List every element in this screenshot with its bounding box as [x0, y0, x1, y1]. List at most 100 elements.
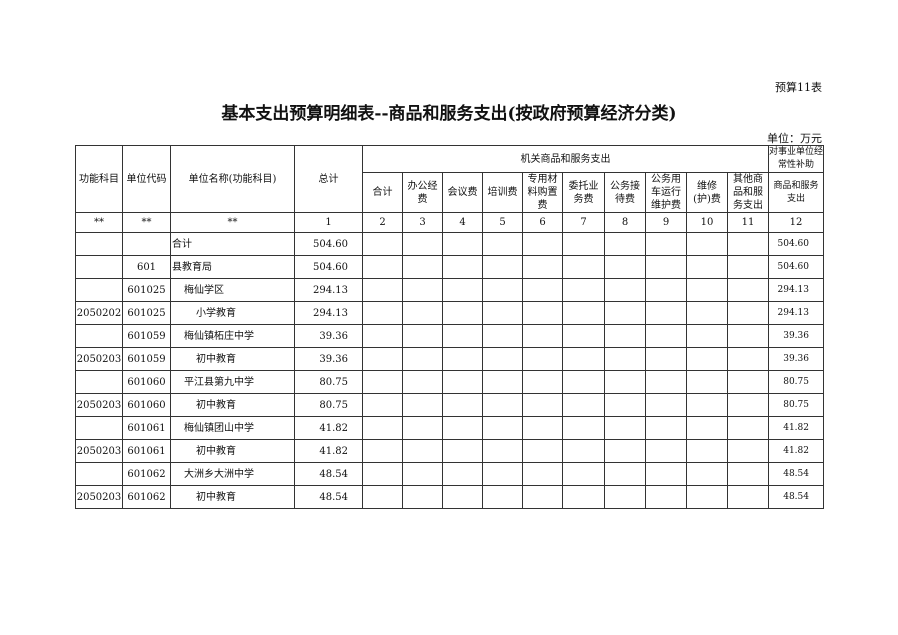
unit-name-cell: 梅仙学区	[170, 278, 295, 302]
empty-cell	[562, 278, 605, 302]
subsidy-cell: 80.75	[768, 393, 824, 417]
empty-cell	[686, 462, 728, 486]
empty-cell	[522, 232, 563, 256]
total-cell: 48.54	[294, 485, 363, 509]
column-index: 10	[686, 212, 728, 233]
empty-cell	[522, 347, 563, 371]
unit-code-cell: 601061	[122, 416, 171, 440]
empty-cell	[562, 255, 605, 279]
empty-cell	[562, 439, 605, 463]
unit-code-cell: 601061	[122, 439, 171, 463]
empty-cell	[604, 278, 646, 302]
unit-code-cell: 601062	[122, 462, 171, 486]
table-row: 2050203 601059 初中教育 39.36 39.36	[75, 347, 824, 371]
empty-cell	[402, 324, 443, 348]
header-col: 培训费	[482, 172, 523, 213]
unit-name-cell: 梅仙镇柘庄中学	[170, 324, 295, 348]
empty-cell	[645, 370, 687, 394]
func-code-cell: 2050203	[75, 439, 123, 463]
empty-cell	[482, 301, 523, 325]
column-index: **	[170, 212, 295, 233]
header-col: 公务接待费	[604, 172, 646, 213]
page-title: 基本支出预算明细表--商品和服务支出(按政府预算经济分类)	[221, 104, 677, 124]
unit-code-cell: 601025	[122, 278, 171, 302]
unit-code-cell: 601060	[122, 370, 171, 394]
empty-cell	[686, 255, 728, 279]
empty-cell	[362, 255, 403, 279]
empty-cell	[482, 485, 523, 509]
empty-cell	[604, 485, 646, 509]
unit-code-cell: 601059	[122, 347, 171, 371]
empty-cell	[402, 301, 443, 325]
unit-code-cell	[122, 232, 171, 256]
empty-cell	[686, 439, 728, 463]
func-code-cell: 2050202	[75, 301, 123, 325]
unit-code-cell: 601062	[122, 485, 171, 509]
empty-cell	[604, 462, 646, 486]
header-group-subsidy: 对事业单位经常性补助	[768, 145, 824, 173]
empty-cell	[645, 485, 687, 509]
empty-cell	[522, 416, 563, 440]
empty-cell	[645, 462, 687, 486]
unit-label: 单位：万元	[767, 132, 822, 145]
empty-cell	[402, 347, 443, 371]
empty-cell	[645, 232, 687, 256]
column-index: 11	[727, 212, 769, 233]
empty-cell	[402, 370, 443, 394]
empty-cell	[645, 416, 687, 440]
subsidy-cell: 294.13	[768, 301, 824, 325]
empty-cell	[727, 232, 769, 256]
empty-cell	[604, 416, 646, 440]
empty-cell	[522, 324, 563, 348]
column-index: 2	[362, 212, 403, 233]
empty-cell	[645, 393, 687, 417]
empty-cell	[727, 439, 769, 463]
empty-cell	[604, 232, 646, 256]
table-row: 2050203 601060 初中教育 80.75 80.75	[75, 393, 824, 417]
table-row: 601060 平江县第九中学 80.75 80.75	[75, 370, 824, 394]
unit-code-cell: 601	[122, 255, 171, 279]
func-code-cell	[75, 462, 123, 486]
subsidy-cell: 504.60	[768, 232, 824, 256]
table-row: 601025 梅仙学区 294.13 294.13	[75, 278, 824, 302]
empty-cell	[645, 324, 687, 348]
table-row: 合计 504.60 504.60	[75, 232, 824, 256]
empty-cell	[727, 485, 769, 509]
total-cell: 41.82	[294, 416, 363, 440]
empty-cell	[562, 462, 605, 486]
header-col: 商品和服务支出	[768, 172, 824, 213]
empty-cell	[604, 439, 646, 463]
unit-code-cell: 601025	[122, 301, 171, 325]
subsidy-cell: 48.54	[768, 485, 824, 509]
empty-cell	[686, 485, 728, 509]
column-index: 4	[442, 212, 483, 233]
subsidy-cell: 504.60	[768, 255, 824, 279]
empty-cell	[645, 347, 687, 371]
empty-cell	[562, 324, 605, 348]
empty-cell	[727, 393, 769, 417]
empty-cell	[686, 301, 728, 325]
empty-cell	[402, 278, 443, 302]
unit-name-cell: 初中教育	[170, 439, 295, 463]
empty-cell	[727, 416, 769, 440]
header-col: 专用材料购置费	[522, 172, 563, 213]
empty-cell	[604, 301, 646, 325]
empty-cell	[362, 347, 403, 371]
total-cell: 39.36	[294, 347, 363, 371]
func-code-cell	[75, 416, 123, 440]
empty-cell	[442, 462, 483, 486]
empty-cell	[604, 347, 646, 371]
unit-code-cell: 601060	[122, 393, 171, 417]
empty-cell	[482, 370, 523, 394]
unit-name-cell: 梅仙镇团山中学	[170, 416, 295, 440]
empty-cell	[686, 347, 728, 371]
empty-cell	[522, 278, 563, 302]
empty-cell	[604, 255, 646, 279]
empty-cell	[442, 278, 483, 302]
unit-code-cell: 601059	[122, 324, 171, 348]
header-col: 合计	[362, 172, 403, 213]
table-row: 2050203 601061 初中教育 41.82 41.82	[75, 439, 824, 463]
total-cell: 80.75	[294, 370, 363, 394]
budget-table: 功能科目 单位代码 单位名称(功能科目) 总计 机关商品和服务支出 对事业单位经…	[75, 145, 824, 509]
column-index: 7	[562, 212, 605, 233]
